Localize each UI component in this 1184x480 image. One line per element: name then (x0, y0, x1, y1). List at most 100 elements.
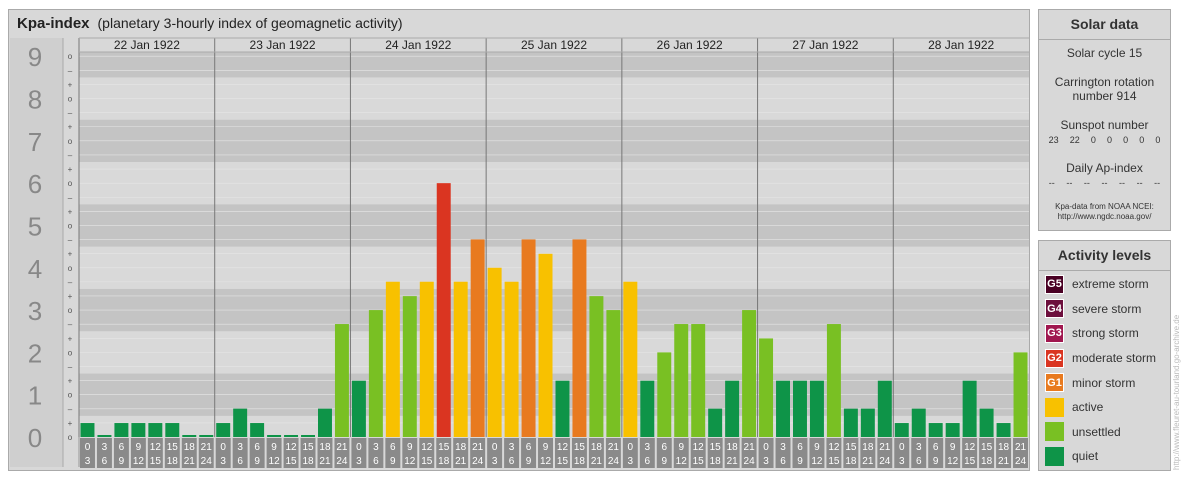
hour-cell (147, 438, 163, 468)
credit-link[interactable]: http://www.ngdc.noaa.gov/ (1057, 212, 1152, 221)
hour-end-label: 18 (981, 456, 993, 467)
hour-cell (1013, 438, 1028, 468)
chart-title-sub: (planetary 3-hourly index of geomagnetic… (97, 15, 403, 31)
activity-levels-header: Activity levels (1039, 241, 1170, 271)
hour-cell (80, 438, 95, 468)
kp-bar (589, 296, 604, 437)
kp-bar (979, 408, 994, 437)
hour-end-label: 3 (899, 456, 905, 467)
hour-start-label: 18 (998, 442, 1010, 453)
hour-start-label: 12 (693, 442, 705, 453)
hour-end-label: 3 (628, 456, 634, 467)
hour-cell (656, 438, 672, 468)
kp-bar (182, 435, 197, 437)
day-label: 26 Jan 1922 (657, 38, 723, 52)
y-subtick: – (68, 320, 73, 329)
ap-value: -- (1136, 178, 1143, 188)
hour-start-label: 18 (184, 442, 196, 453)
kp-bar (334, 324, 349, 437)
hour-cell (317, 438, 333, 468)
activity-level-item: unsettled (1039, 420, 1170, 445)
kp-bar (402, 296, 417, 437)
kp-bar (742, 310, 757, 437)
hour-end-label: 18 (302, 456, 314, 467)
y-axis-panel (10, 38, 63, 467)
hour-start-label: 15 (845, 442, 857, 453)
hour-end-label: 12 (133, 456, 145, 467)
hour-cell (724, 438, 740, 468)
kp-bar (793, 380, 807, 437)
y-tick-label-9: 9 (28, 42, 42, 72)
hour-start-label: 9 (543, 442, 549, 453)
hour-start-label: 21 (201, 442, 213, 453)
hour-start-label: 12 (285, 442, 297, 453)
y-subtick: – (68, 151, 73, 160)
y-subtick: + (68, 250, 73, 259)
hour-start-label: 0 (220, 442, 226, 453)
sunspot-value: 0 (1155, 135, 1161, 145)
y-subtick: + (68, 377, 73, 386)
day-label: 22 Jan 1922 (114, 38, 180, 52)
kp-bar (284, 435, 299, 437)
hour-start-label: 0 (85, 442, 91, 453)
y-subtick: + (68, 165, 73, 174)
level-label: severe storm (1072, 301, 1142, 316)
hour-start-label: 21 (336, 442, 348, 453)
hour-cell (453, 438, 469, 468)
sunspot-label: Sunspot number (1060, 118, 1149, 132)
kp-bar (250, 423, 265, 437)
hour-end-label: 9 (526, 456, 532, 467)
y-tick-label-8: 8 (28, 85, 42, 115)
hour-start-label: 3 (102, 442, 108, 453)
kp-bar (301, 435, 315, 437)
hour-start-label: 3 (916, 442, 922, 453)
ap-label: Daily Ap-index (1066, 161, 1143, 175)
sunspot-value: 23 (1048, 135, 1059, 145)
hour-cell (164, 438, 180, 468)
ap-value: -- (1048, 178, 1055, 188)
hour-start-label: 3 (780, 442, 786, 453)
hour-cell (504, 438, 520, 468)
hour-end-label: 24 (608, 456, 620, 467)
hour-end-label: 6 (237, 456, 243, 467)
hour-start-label: 12 (828, 442, 840, 453)
kp-band (79, 415, 1029, 437)
hour-end-label: 6 (102, 456, 108, 467)
hour-cell (351, 438, 367, 468)
ap-values: -- -- -- -- -- -- -- (1039, 178, 1170, 188)
hour-cell (385, 438, 401, 468)
hour-cell (792, 438, 808, 468)
hour-start-label: 18 (319, 442, 331, 453)
kp-band (79, 52, 1029, 78)
carrington-rotation-line2: number 914 (1072, 89, 1137, 103)
watermark: http://www.fleuret-au-tourland.go-archiv… (1172, 314, 1181, 470)
hour-end-label: 21 (455, 456, 467, 467)
kp-bar (674, 324, 689, 437)
hour-cell (979, 438, 995, 468)
hour-end-label: 12 (269, 456, 281, 467)
level-label: strong storm (1072, 326, 1139, 341)
hour-end-label: 12 (540, 456, 552, 467)
day-label: 24 Jan 1922 (385, 38, 451, 52)
hour-cell (402, 438, 418, 468)
activity-level-item: quiet (1039, 444, 1170, 469)
hour-start-label: 9 (407, 442, 413, 453)
kp-bar (165, 423, 180, 437)
kp-bar (555, 380, 570, 437)
hour-end-label: 9 (119, 456, 125, 467)
hour-end-label: 15 (964, 456, 976, 467)
day-label: 25 Jan 1922 (521, 38, 587, 52)
kp-bar (877, 380, 892, 437)
sunspot-value: 0 (1106, 135, 1112, 145)
hour-start-label: 18 (727, 442, 739, 453)
y-tick-label-1: 1 (28, 381, 42, 411)
y-subtick: – (68, 109, 73, 118)
hour-start-label: 21 (472, 442, 484, 453)
hour-start-label: 15 (710, 442, 722, 453)
level-swatch: G1 (1045, 373, 1064, 393)
hour-start-label: 3 (373, 442, 379, 453)
level-label: quiet (1072, 449, 1099, 464)
level-swatch (1045, 422, 1064, 442)
hour-start-label: 9 (271, 442, 277, 453)
sunspot-value: 0 (1090, 135, 1096, 145)
